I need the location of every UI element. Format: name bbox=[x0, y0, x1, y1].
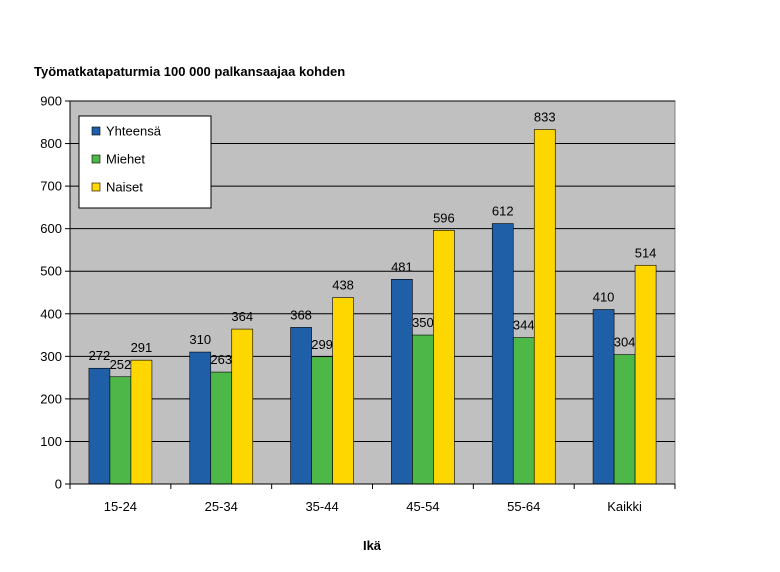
x-tick-label: 25-34 bbox=[205, 499, 238, 514]
bar-naiset-kaikki bbox=[634, 264, 657, 485]
legend-box bbox=[78, 115, 212, 209]
y-tick-label: 700 bbox=[40, 179, 62, 194]
legend-label: Miehet bbox=[106, 152, 145, 167]
bar-miehet-15-24 bbox=[109, 376, 132, 485]
data-label: 291 bbox=[131, 340, 153, 355]
y-tick-label: 100 bbox=[40, 434, 62, 449]
y-tick-label: 200 bbox=[40, 391, 62, 406]
x-tick-label: 35-44 bbox=[305, 499, 338, 514]
bar-naiset-15-24 bbox=[130, 359, 153, 485]
bars bbox=[88, 129, 657, 485]
x-tick-label: 55-64 bbox=[507, 499, 540, 514]
bar-yhteensä-kaikki bbox=[592, 309, 615, 485]
data-label: 612 bbox=[492, 204, 514, 219]
bar-yhteensä-45-54 bbox=[391, 279, 413, 485]
y-tick-label: 900 bbox=[40, 94, 62, 109]
data-label: 438 bbox=[332, 278, 354, 293]
data-label: 252 bbox=[110, 357, 132, 372]
data-label: 272 bbox=[89, 348, 111, 363]
bar-miehet-35-44 bbox=[311, 356, 333, 485]
data-label: 368 bbox=[290, 307, 312, 322]
legend-swatch bbox=[91, 126, 101, 136]
bar-miehet-kaikki bbox=[613, 354, 636, 485]
bar-naiset-45-54 bbox=[433, 230, 455, 485]
chart-title: Työmatkatapaturmia 100 000 palkansaajaa … bbox=[34, 64, 346, 79]
y-tick-label: 800 bbox=[40, 136, 62, 151]
x-tick-label: 15-24 bbox=[104, 499, 137, 514]
y-tick-label: 300 bbox=[40, 349, 62, 364]
y-tick-label: 600 bbox=[40, 221, 62, 236]
data-label: 263 bbox=[210, 352, 232, 367]
x-tick-label: Kaikki bbox=[607, 499, 642, 514]
x-axis-tick-labels: 15-24 25-34 35-44 45-54 55-64 Kaikki bbox=[104, 499, 642, 514]
data-label: 364 bbox=[231, 309, 253, 324]
data-label: 596 bbox=[433, 210, 455, 225]
y-axis-tick-labels: 0 100 200 300 400 500 600 700 800 900 bbox=[40, 94, 62, 492]
legend: Yhteensä Miehet Naiset bbox=[78, 115, 212, 209]
data-label: 481 bbox=[391, 259, 413, 274]
y-tick-label: 0 bbox=[55, 477, 62, 492]
bar-naiset-35-44 bbox=[332, 297, 354, 485]
bar-naiset-55-64 bbox=[533, 129, 556, 485]
data-labels: 272 310 368 481 612 410 252 263 299 350 344 304 291 3… bbox=[89, 110, 657, 372]
bar-yhteensä-25-34 bbox=[189, 351, 212, 485]
x-tick-label: 45-54 bbox=[406, 499, 439, 514]
data-label: 350 bbox=[412, 315, 434, 330]
legend-label: Yhteensä bbox=[106, 124, 162, 139]
y-tick-label: 500 bbox=[40, 264, 62, 279]
data-label: 304 bbox=[614, 335, 636, 350]
data-label: 833 bbox=[534, 110, 556, 125]
bar-naiset-25-34 bbox=[231, 328, 254, 485]
legend-swatch bbox=[91, 154, 101, 164]
bar-miehet-55-64 bbox=[512, 337, 535, 485]
gridlines bbox=[65, 100, 676, 489]
data-label: 344 bbox=[513, 318, 535, 333]
data-label: 310 bbox=[189, 332, 211, 347]
bar-yhteensä-35-44 bbox=[290, 327, 312, 485]
x-axis-label: Ikä bbox=[363, 538, 382, 553]
legend-swatch bbox=[91, 182, 101, 192]
bar-yhteensä-55-64 bbox=[491, 223, 514, 485]
data-label: 514 bbox=[635, 245, 657, 260]
data-label: 299 bbox=[311, 337, 333, 352]
bar-yhteensä-15-24 bbox=[88, 367, 111, 485]
y-tick-label: 400 bbox=[40, 306, 62, 321]
bar-miehet-25-34 bbox=[210, 371, 233, 485]
bar-miehet-45-54 bbox=[412, 334, 434, 485]
data-label: 410 bbox=[593, 290, 615, 305]
legend-label: Naiset bbox=[106, 180, 143, 195]
